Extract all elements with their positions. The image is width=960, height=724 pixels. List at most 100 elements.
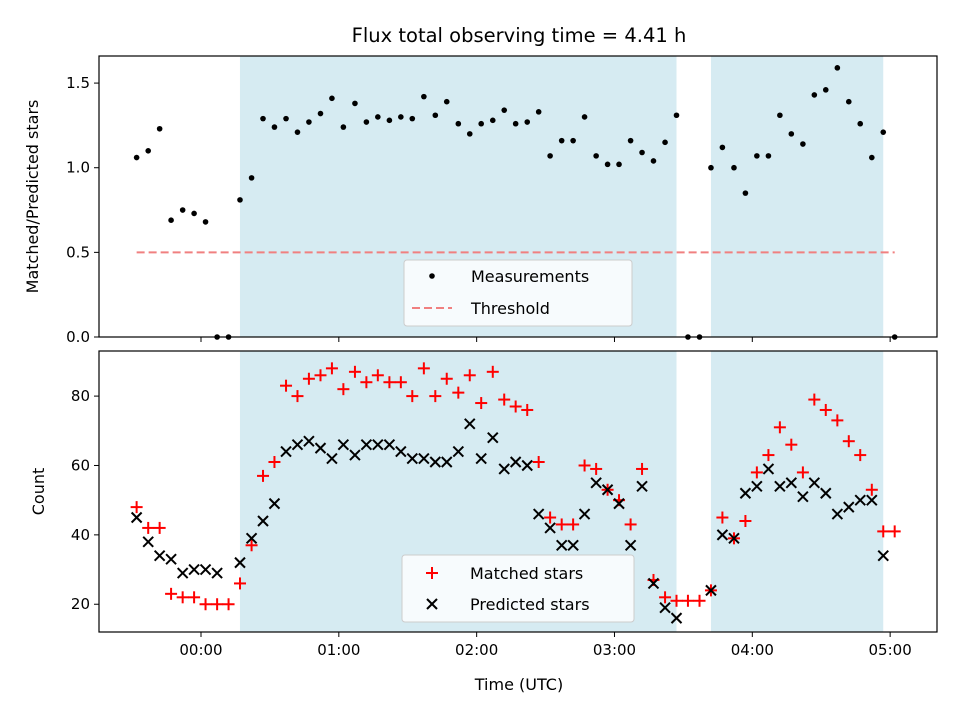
predicted-point — [636, 480, 648, 493]
measurement-point — [443, 98, 450, 105]
measurement-point — [708, 164, 714, 171]
ratio-legend: Measurements Threshold — [403, 259, 633, 327]
matched-point — [555, 518, 568, 531]
measurement-point — [271, 124, 278, 130]
ratio-panel: 0.0 0.5 1.0 1.5 Matched/Predicted stars Mea… — [23, 55, 938, 346]
measurement-point — [777, 112, 783, 119]
predicted-point — [820, 487, 832, 499]
predicted-point — [349, 449, 361, 461]
matched-point — [383, 376, 396, 389]
predicted-point — [774, 480, 786, 493]
measurement-point — [581, 114, 588, 120]
matched-point — [257, 469, 270, 482]
predicted-point — [555, 539, 568, 551]
predicted-point — [360, 438, 373, 451]
matched-point — [750, 466, 763, 479]
matched-point — [325, 362, 338, 375]
measurement-point — [237, 197, 243, 203]
measurement-point — [547, 153, 553, 159]
measurement-point — [202, 219, 209, 225]
y-tick-label: 1.5 — [66, 74, 90, 92]
measurement-point — [398, 114, 404, 120]
matched-point — [842, 435, 855, 448]
predicted-point — [716, 529, 729, 541]
observing-band — [710, 351, 884, 632]
matched-point — [302, 372, 315, 385]
predicted-point — [544, 522, 556, 534]
matched-point — [693, 594, 706, 607]
matched-point — [590, 462, 603, 475]
legend-matched-label: Matched stars — [470, 564, 583, 583]
matched-point — [739, 514, 752, 527]
measurement-point — [570, 137, 576, 144]
y-tick-label: 80 — [71, 387, 90, 405]
matched-point — [636, 462, 649, 475]
predicted-point — [268, 497, 281, 510]
matched-point — [280, 379, 293, 392]
predicted-point — [785, 477, 798, 489]
measurement-point — [719, 144, 726, 151]
matched-point — [475, 397, 488, 410]
matched-point — [222, 598, 235, 611]
predicted-point — [199, 563, 212, 576]
measurement-point — [455, 120, 462, 127]
measurement-point — [765, 153, 772, 159]
measurement-point — [731, 164, 737, 171]
predicted-point — [337, 438, 350, 451]
predicted-point — [739, 487, 752, 499]
y-tick-label: 0.0 — [66, 328, 90, 346]
measurement-point — [421, 93, 427, 100]
measurement-point — [524, 119, 531, 125]
predicted-point — [211, 567, 223, 579]
matched-point — [348, 365, 361, 378]
measurement-point — [432, 112, 439, 119]
count-legend: Matched stars Predicted stars — [401, 554, 635, 623]
predicted-point — [326, 452, 338, 465]
matched-point — [509, 400, 522, 413]
measurement-point — [512, 120, 519, 127]
y-tick-label: 20 — [71, 595, 90, 613]
predicted-point — [314, 442, 327, 454]
matched-point — [360, 376, 373, 389]
matched-point — [153, 521, 166, 534]
predicted-point — [866, 494, 878, 506]
x-tick-label: 00:00 — [179, 641, 222, 659]
ratio-y-axis-label: Matched/Predicted stars — [23, 100, 42, 294]
measurement-point — [179, 207, 186, 213]
legend-predicted-label: Predicted stars — [470, 595, 590, 614]
matched-point — [854, 449, 867, 462]
predicted-point — [487, 432, 499, 444]
predicted-point — [130, 511, 143, 524]
matched-point — [452, 386, 465, 399]
predicted-point — [601, 484, 614, 496]
measurement-point — [800, 141, 806, 147]
predicted-point — [165, 553, 177, 565]
matched-point — [314, 369, 327, 382]
measurement-point — [501, 107, 508, 113]
measurement-point — [156, 125, 163, 132]
ratio-legend-box — [403, 259, 633, 327]
predicted-point — [280, 445, 292, 458]
measurement-point — [593, 153, 599, 159]
count-legend-box — [401, 554, 635, 623]
predicted-point — [372, 438, 384, 451]
count-panel-frame — [98, 350, 938, 633]
ratio-panel-frame — [98, 55, 938, 338]
measurement-point — [616, 161, 622, 168]
measurement-point — [650, 158, 657, 164]
measurement-point — [317, 110, 324, 117]
predicted-point — [406, 452, 418, 465]
matched-point — [130, 501, 143, 514]
matched-point — [486, 365, 499, 378]
matched-point — [337, 383, 350, 396]
measurement-point — [754, 153, 760, 159]
predicted-point — [762, 463, 775, 475]
predicted-point — [452, 445, 465, 458]
predicted-point — [498, 463, 510, 475]
measurement-point — [478, 120, 484, 127]
predicted-point — [831, 508, 844, 520]
measurement-point — [834, 65, 841, 71]
matched-point — [211, 598, 224, 611]
predicted-point — [843, 501, 855, 513]
measurement-point — [489, 117, 496, 124]
